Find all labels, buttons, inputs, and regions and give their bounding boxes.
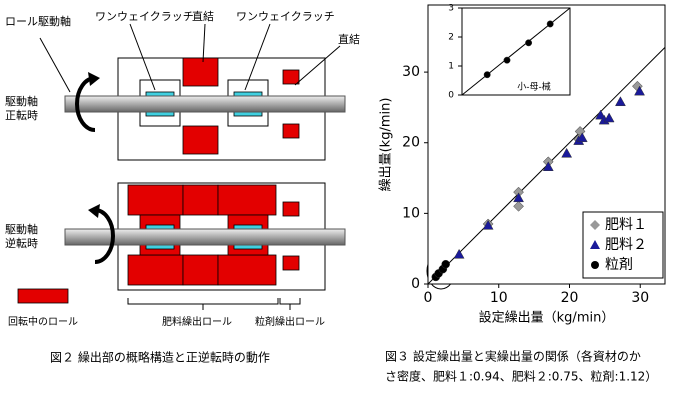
- bracket: [127, 298, 301, 310]
- label: 回転中のロール: [8, 315, 78, 328]
- point: [603, 112, 615, 123]
- point: [503, 56, 511, 64]
- label: 正転時: [5, 109, 38, 122]
- label: 粒剤繰出ロール: [255, 315, 325, 328]
- x-tick-label: 10: [490, 290, 508, 306]
- y-tick-label: 0: [448, 91, 454, 101]
- point: [441, 259, 450, 269]
- rotation-arrow: [75, 76, 96, 132]
- shaft: [64, 95, 346, 113]
- legend-label: 粒剤: [605, 257, 633, 273]
- label: ロール駆動軸: [5, 14, 71, 28]
- roll: [127, 184, 184, 216]
- x-axis-label: 小-母-械: [517, 81, 551, 93]
- label: 直結: [192, 9, 214, 23]
- diagram: ロール駆動軸 ワンウェイクラッチ 直結 ワンウェイクラッチ 直結 駆動軸 正転時…: [5, 9, 360, 365]
- label: ワンウェイクラッチ: [236, 10, 335, 23]
- label: 直結: [338, 32, 360, 46]
- roll: [282, 69, 300, 85]
- label: 駆動軸: [5, 222, 38, 236]
- roll: [282, 123, 300, 139]
- point: [576, 132, 588, 143]
- roll: [182, 125, 219, 155]
- legend-label: 肥料２: [605, 237, 647, 253]
- legend-marker: [590, 220, 600, 230]
- roll: [282, 255, 300, 271]
- point: [483, 71, 491, 79]
- roll: [182, 184, 219, 216]
- leader: [294, 45, 341, 86]
- roll: [182, 254, 219, 286]
- legend-label: 肥料１: [605, 217, 647, 233]
- y-axis-label: 繰出量(kg/min): [379, 98, 394, 192]
- point: [561, 147, 573, 158]
- shaft: [64, 228, 346, 246]
- label: 逆転時: [5, 236, 38, 250]
- x-axis-label: 設定繰出量（kg/min）: [479, 310, 615, 326]
- rotation-arrow: [94, 208, 115, 264]
- legend-marker: [590, 240, 600, 249]
- point: [525, 39, 533, 47]
- legend-marker: [591, 261, 599, 269]
- x-tick-label: 0: [424, 290, 433, 306]
- caption: 図２ 繰出部の概略構造と正逆転時の動作: [50, 350, 270, 365]
- point: [513, 192, 524, 203]
- roll: [217, 184, 277, 216]
- y-tick-label: 3: [448, 4, 454, 14]
- y-tick-label: 2: [448, 33, 454, 43]
- y-tick-label: 0: [411, 276, 420, 292]
- arrow-head: [88, 204, 100, 218]
- label: ワンウェイクラッチ: [95, 10, 194, 23]
- point: [542, 161, 554, 171]
- leader: [202, 23, 206, 63]
- roll: [282, 201, 300, 217]
- point: [513, 200, 524, 212]
- point: [453, 248, 465, 259]
- caption: さ密度、肥料１:0.94、肥料２:0.75、粒剤:1.12）: [385, 369, 657, 384]
- y-tick-label: 30: [402, 64, 420, 80]
- roll: [217, 254, 277, 286]
- legend-swatch: [17, 288, 69, 304]
- roll: [182, 57, 219, 87]
- point: [546, 20, 554, 28]
- leader: [39, 37, 71, 93]
- leader: [129, 23, 156, 91]
- x-tick-label: 20: [561, 290, 579, 306]
- label: 肥料繰出ロール: [162, 315, 232, 328]
- y-tick-label: 1: [448, 62, 454, 72]
- caption: 図３ 設定繰出量と実繰出量の関係（各資材のか: [385, 349, 641, 364]
- point: [615, 96, 626, 107]
- point: [482, 219, 494, 230]
- x-tick-label: 30: [631, 290, 649, 306]
- leader: [244, 23, 271, 91]
- y-tick-label: 20: [402, 135, 420, 151]
- roll: [127, 254, 184, 286]
- y-tick-label: 10: [402, 205, 420, 221]
- arrow-head: [88, 72, 100, 86]
- point: [634, 85, 645, 96]
- label: 駆動軸: [5, 94, 38, 108]
